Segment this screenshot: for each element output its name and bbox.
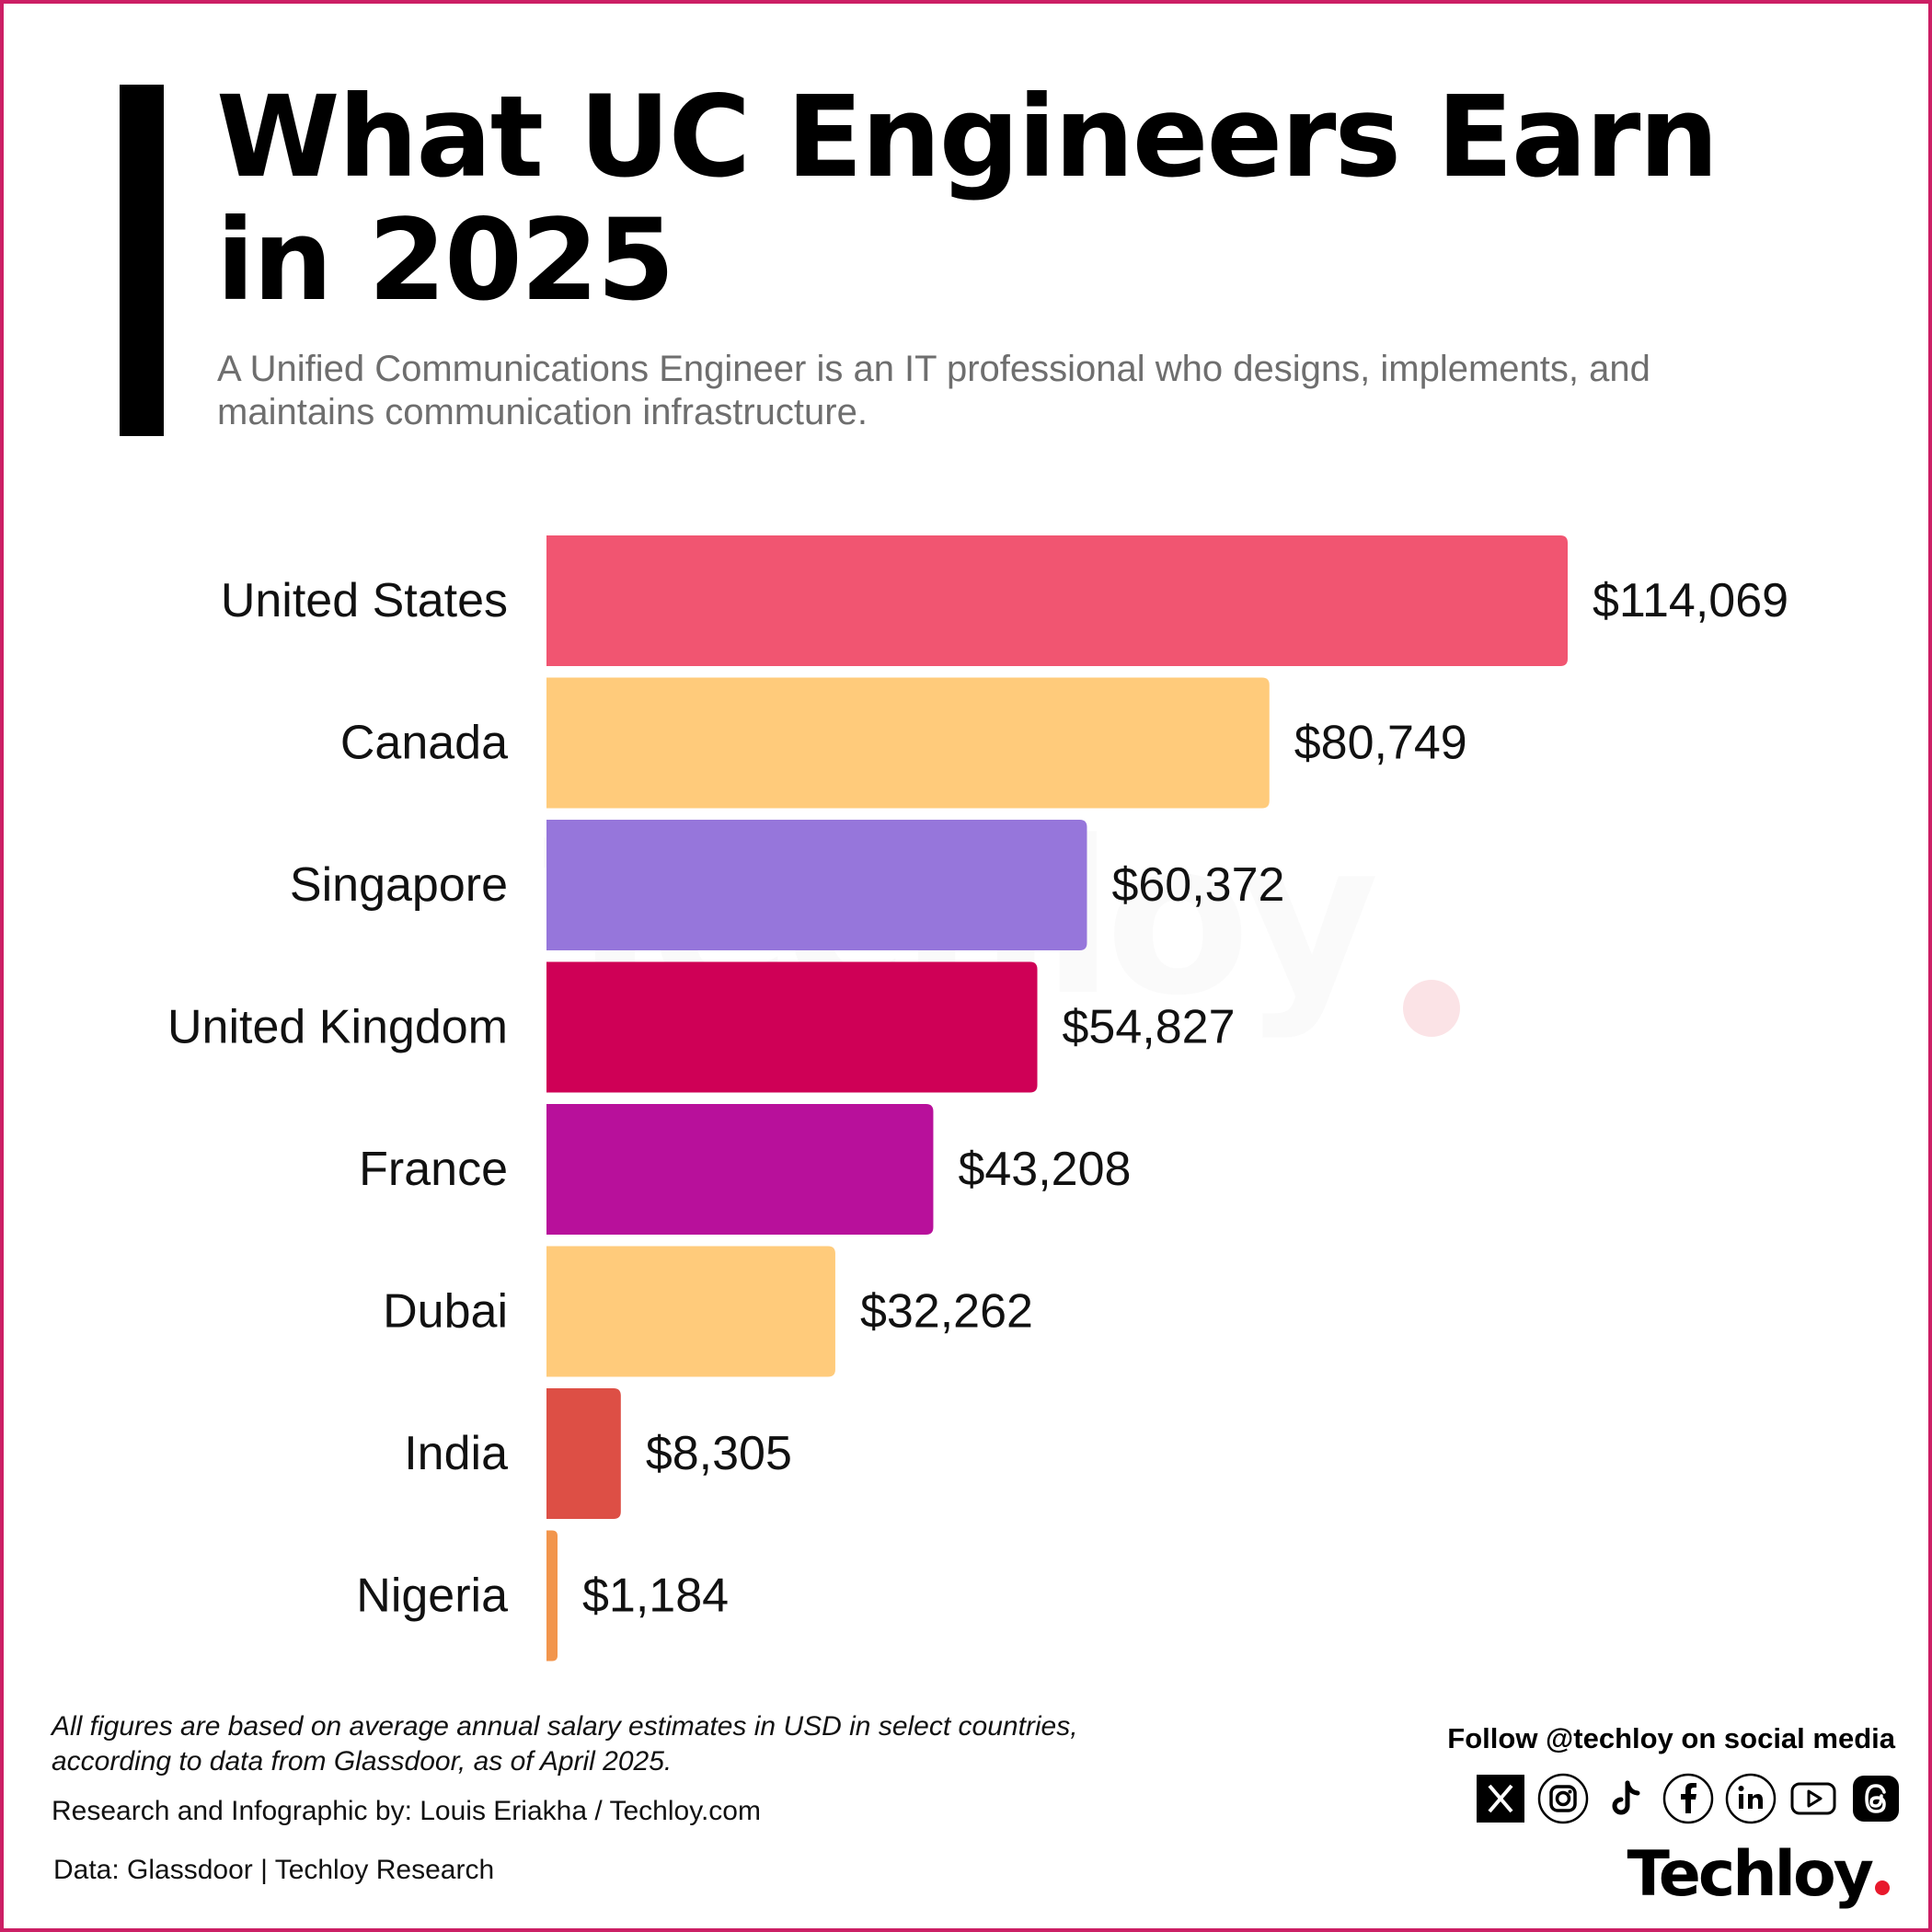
facebook-icon[interactable] xyxy=(1662,1772,1715,1825)
title-accent-bar xyxy=(120,85,164,436)
value-label-united-states: $114,069 xyxy=(1593,574,1788,627)
instagram-icon[interactable] xyxy=(1536,1772,1590,1825)
bar-canada xyxy=(546,677,1270,809)
value-label-india: $8,305 xyxy=(646,1427,792,1480)
page-title: What UC Engineers Earn in 2025 xyxy=(216,72,1719,326)
x-icon[interactable] xyxy=(1474,1772,1527,1825)
threads-icon[interactable] xyxy=(1849,1772,1903,1825)
category-label-india: India xyxy=(404,1427,508,1480)
brand-wordmark: Techloy xyxy=(1627,1838,1874,1911)
bar-nigeria xyxy=(546,1530,558,1662)
value-label-singapore: $60,372 xyxy=(1111,858,1284,912)
bar-dubai xyxy=(546,1246,835,1377)
bar-united-states xyxy=(546,535,1568,666)
credit-line: Research and Infographic by: Louis Eriak… xyxy=(52,1796,761,1826)
category-label-united-states: United States xyxy=(221,574,508,627)
brand-dot xyxy=(1875,1880,1890,1895)
tiktok-icon[interactable] xyxy=(1599,1772,1652,1825)
bar-india xyxy=(546,1388,621,1519)
category-label-nigeria: Nigeria xyxy=(356,1570,508,1623)
value-label-united-kingdom: $54,827 xyxy=(1063,1001,1236,1054)
page-subtitle: A Unified Communications Engineer is an … xyxy=(217,349,1650,432)
category-label-singapore: Singapore xyxy=(290,858,508,912)
social-icons xyxy=(1474,1772,1903,1825)
follow-text: Follow @techloy on social media xyxy=(1447,1722,1895,1754)
category-label-canada: Canada xyxy=(340,717,508,770)
value-label-france: $43,208 xyxy=(958,1143,1131,1196)
brand-logo: Techloy xyxy=(1627,1840,1890,1910)
category-label-dubai: Dubai xyxy=(383,1285,508,1339)
source-line: Data: Glassdoor | Techloy Research xyxy=(53,1855,495,1885)
bar-united-kingdom xyxy=(546,961,1038,1093)
bar-france xyxy=(546,1104,934,1235)
value-label-canada: $80,749 xyxy=(1294,717,1467,770)
value-label-dubai: $32,262 xyxy=(860,1285,1033,1339)
category-label-united-kingdom: United Kingdom xyxy=(167,1001,508,1054)
value-label-nigeria: $1,184 xyxy=(582,1570,729,1623)
linkedin-icon[interactable] xyxy=(1724,1772,1777,1825)
youtube-icon[interactable] xyxy=(1787,1772,1840,1825)
methodology-note: All figures are based on average annual … xyxy=(52,1711,1078,1777)
category-label-france: France xyxy=(359,1143,508,1196)
bar-singapore xyxy=(546,820,1087,950)
